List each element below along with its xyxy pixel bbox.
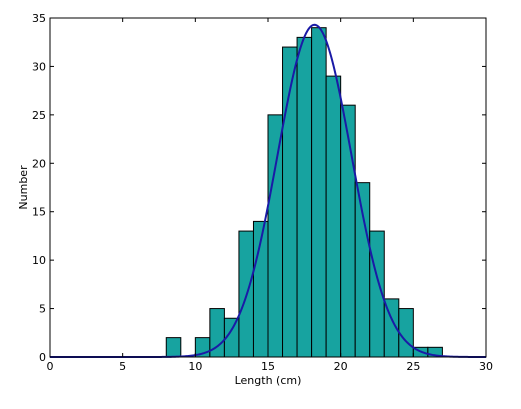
- y-tick-label: 0: [39, 351, 46, 364]
- histogram-bar: [398, 308, 414, 358]
- x-tick-label: 30: [479, 360, 493, 373]
- x-tick-label: 5: [119, 360, 126, 373]
- y-tick-label: 10: [32, 254, 46, 267]
- y-tick-label: 15: [32, 206, 46, 219]
- histogram-bar: [165, 337, 182, 358]
- histogram-bar: [267, 114, 284, 358]
- y-tick-label: 35: [32, 12, 46, 25]
- y-tick-label: 25: [32, 109, 46, 122]
- x-tick-label: 15: [261, 360, 275, 373]
- y-tick-label: 5: [39, 303, 46, 316]
- bars-layer: [165, 27, 443, 358]
- x-tick-label: 10: [188, 360, 202, 373]
- y-tick-label: 30: [32, 60, 46, 73]
- histogram-bar: [296, 36, 313, 358]
- x-tick-label: 25: [406, 360, 420, 373]
- ticks-layer: 0 5 10 15 20 25 30 0 5 10 15 20 25 30 35: [32, 12, 493, 373]
- x-tick-label: 20: [334, 360, 348, 373]
- histogram-bar: [311, 27, 327, 358]
- x-tick-label: 0: [47, 360, 54, 373]
- histogram-bar: [325, 75, 342, 358]
- y-axis-title: Number: [17, 165, 30, 210]
- x-axis-title: Length (cm): [235, 374, 302, 387]
- y-tick-label: 20: [32, 157, 46, 170]
- histogram-bar: [340, 104, 356, 358]
